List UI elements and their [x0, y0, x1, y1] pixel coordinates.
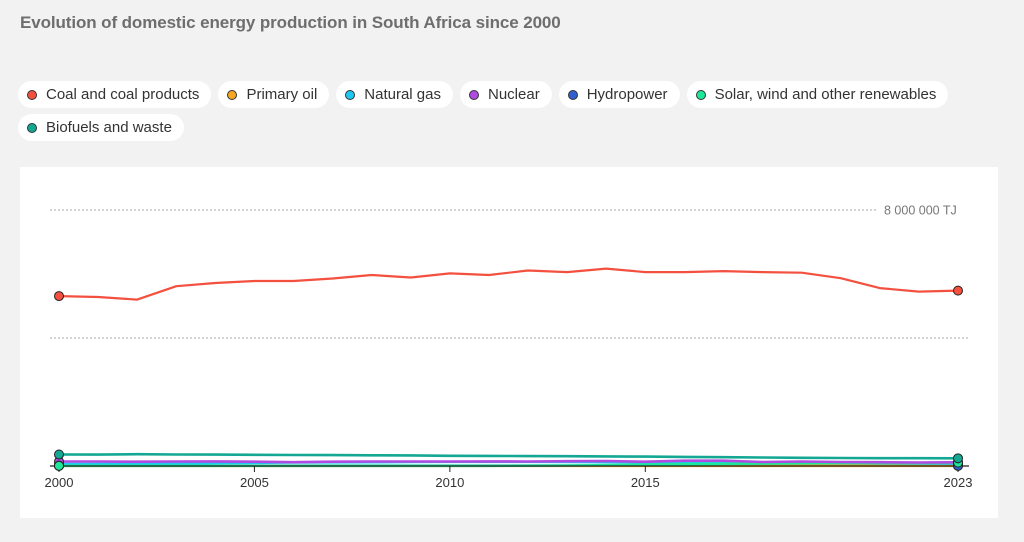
legend-item-renewables[interactable]: Solar, wind and other renewables [686, 81, 949, 108]
legend-label: Coal and coal products [46, 86, 200, 103]
series-line-nuclear[interactable] [57, 459, 960, 464]
legend-item-biofuels[interactable]: Biofuels and waste [18, 114, 184, 141]
legend-label: Hydropower [586, 86, 668, 103]
legend-label: Solar, wind and other renewables [714, 86, 937, 103]
legend-dot-icon [227, 89, 238, 100]
chart-panel: 8 000 000 TJ 2000 2005 2010 2015 2023 [20, 167, 998, 518]
legend-dot-icon [27, 122, 37, 133]
legend-item-hydropower[interactable]: Hydropower [558, 81, 680, 108]
data-point-marker[interactable] [54, 460, 64, 471]
endpoint-markers [54, 285, 963, 471]
x-tick-label: 2000 [45, 475, 74, 490]
x-tick-label: 2015 [631, 475, 660, 490]
x-tick-label: 2005 [240, 475, 269, 490]
data-point-marker[interactable] [953, 453, 963, 464]
legend-item-coal[interactable]: Coal and coal products [18, 81, 212, 108]
legend-dot-icon [469, 89, 479, 100]
line-chart: 8 000 000 TJ 2000 2005 2010 2015 2023 [45, 204, 973, 491]
legend: Coal and coal products Primary oil Natur… [18, 81, 1008, 141]
data-point-marker[interactable] [54, 291, 64, 302]
legend-label: Nuclear [488, 86, 540, 103]
legend-dot-icon [27, 89, 37, 100]
x-axis: 2000 2005 2010 2015 2023 [45, 465, 973, 490]
legend-dot-icon [695, 89, 706, 100]
series-line-biofuels-and-waste[interactable] [57, 452, 960, 460]
legend-dot-icon [567, 89, 578, 100]
legend-item-nuclear[interactable]: Nuclear [460, 81, 552, 108]
data-point-marker[interactable] [54, 449, 64, 460]
series-line-coal-and-coal-products[interactable] [57, 267, 960, 301]
data-point-marker[interactable] [953, 285, 963, 296]
x-tick-label: 2023 [944, 475, 973, 490]
legend-dot-icon [345, 89, 356, 100]
gridlines: 8 000 000 TJ [50, 204, 969, 339]
legend-label: Natural gas [364, 86, 441, 103]
series-lines [57, 267, 960, 468]
legend-item-natural-gas[interactable]: Natural gas [336, 81, 453, 108]
legend-item-primary-oil[interactable]: Primary oil [218, 81, 330, 108]
legend-label: Primary oil [246, 86, 318, 103]
y-gridline-label: 8 000 000 TJ [884, 204, 957, 218]
x-tick-label: 2010 [435, 475, 464, 490]
legend-label: Biofuels and waste [46, 119, 172, 136]
chart-title: Evolution of domestic energy production … [20, 13, 561, 32]
